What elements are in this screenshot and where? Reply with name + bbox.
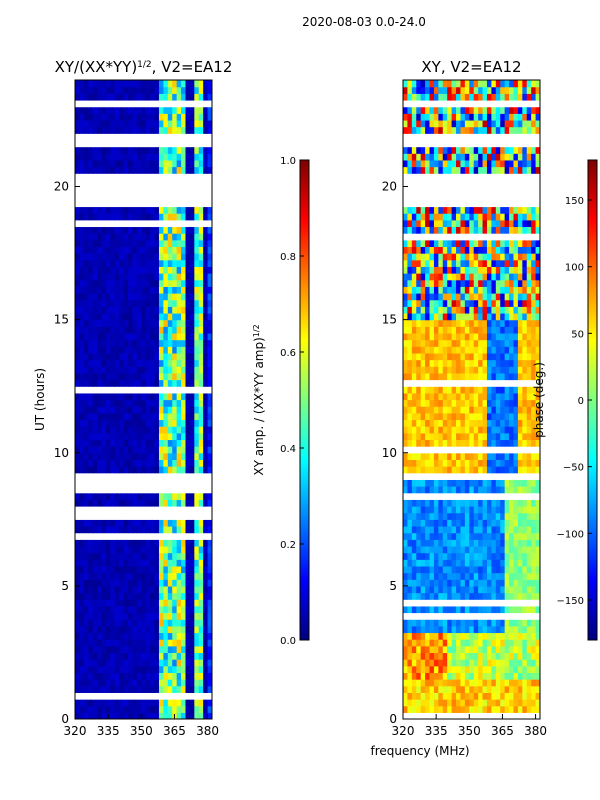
y-tick-label: 15 (382, 313, 397, 327)
x-tick-label: 380 (196, 724, 219, 738)
y-tick-label: 20 (382, 180, 397, 194)
x-tick-label: 335 (97, 724, 120, 738)
colorbar-tick-label: 0.6 (280, 348, 296, 359)
panel1-ylabel: UT (hours) (33, 368, 47, 431)
colorbar-tick-label: 0 (578, 396, 584, 407)
x-tick-label: 365 (163, 724, 186, 738)
panel1-x-axis: 320 335 350 365 380 (64, 714, 219, 738)
y-tick-label: 5 (389, 579, 397, 593)
colorbar-tick-label: −150 (557, 596, 584, 607)
y-tick-label: 5 (61, 579, 69, 593)
y-tick-label: 15 (54, 313, 69, 327)
figure-suptitle: 2020-08-03 0.0-24.0 (302, 15, 426, 29)
panel2-y-axis: 0 5 10 15 20 (382, 180, 408, 726)
panel1-title: XY/(XX*YY)1/2, V2=EA12 (55, 58, 233, 76)
colorbar-tick-label: 50 (571, 329, 584, 340)
colorbar1 (299, 159, 310, 641)
colorbar-tick-label: 0.0 (280, 636, 296, 647)
x-tick-label: 350 (130, 724, 153, 738)
panel2-heatmap (403, 80, 540, 719)
colorbar2-ticks: −150 −100 −50 0 50 100 150 (557, 196, 592, 607)
colorbar-tick-label: −50 (563, 463, 584, 474)
colorbar-tick-label: 1.0 (280, 156, 296, 167)
panel1-heatmap (75, 80, 212, 719)
colorbar-tick-label: 0.8 (280, 252, 296, 263)
x-tick-label: 365 (491, 724, 514, 738)
colorbar-tick-label: −100 (557, 529, 584, 540)
y-tick-label: 10 (382, 446, 397, 460)
y-tick-label: 10 (54, 446, 69, 460)
colorbar1-label: XY amp. / (XX*YY amp)1/2 (252, 324, 267, 475)
colorbar-tick-label: 150 (565, 196, 584, 207)
panel2-frame (402, 79, 541, 720)
panel2-x-axis: 320 335 350 365 380 (392, 714, 547, 738)
colorbar-tick-label: 0.2 (280, 540, 296, 551)
x-tick-label: 335 (425, 724, 448, 738)
y-tick-label: 0 (61, 712, 69, 726)
x-tick-label: 380 (524, 724, 547, 738)
colorbar1-ticks: 0.0 0.2 0.4 0.6 0.8 1.0 (280, 156, 304, 647)
x-tick-label: 350 (458, 724, 481, 738)
colorbar2-label: phase (deg.) (532, 362, 546, 438)
x-tick-label: 320 (392, 724, 415, 738)
panel1-frame (74, 79, 213, 720)
y-tick-label: 0 (389, 712, 397, 726)
panel2-title: XY, V2=EA12 (421, 58, 521, 76)
y-tick-label: 20 (54, 180, 69, 194)
panel1-y-axis: 0 5 10 15 20 (54, 180, 80, 726)
colorbar-tick-label: 0.4 (280, 444, 296, 455)
panel2-xlabel: frequency (MHz) (370, 744, 469, 758)
colorbar-tick-label: 100 (565, 263, 584, 274)
x-tick-label: 320 (64, 724, 87, 738)
